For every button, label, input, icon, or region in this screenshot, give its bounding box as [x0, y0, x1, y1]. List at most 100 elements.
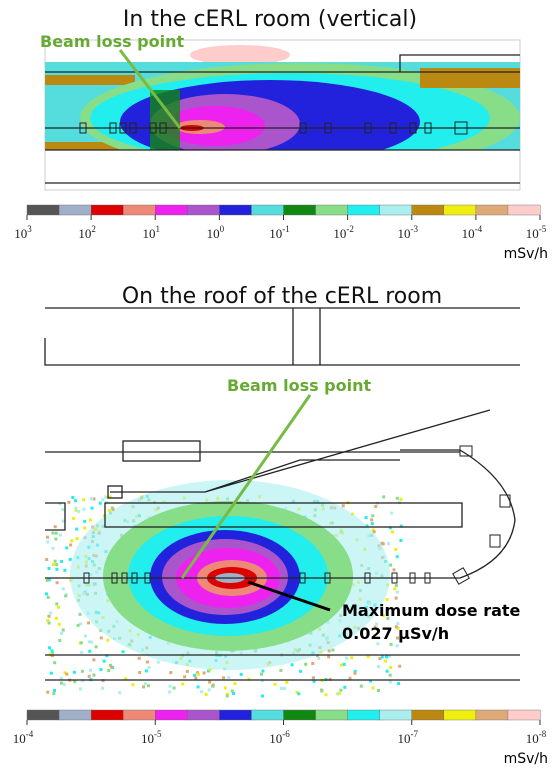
speckle — [69, 544, 72, 547]
speckle — [60, 682, 63, 685]
speckle — [77, 510, 80, 513]
speckle — [312, 676, 315, 679]
speckle — [89, 669, 92, 672]
speckle — [291, 663, 294, 666]
tick-label: 101 — [143, 224, 161, 241]
tick-exp: -5 — [154, 729, 162, 739]
speckle — [52, 563, 55, 566]
speckle — [283, 687, 286, 690]
tick-base: 10 — [13, 731, 26, 746]
speckle — [395, 597, 398, 600]
speckle — [95, 645, 98, 648]
figure: In the cERL room (vertical) Beam loss po… — [0, 0, 553, 770]
speckle — [186, 670, 189, 673]
tick-base: 10 — [526, 226, 539, 241]
tick-exp: 1 — [156, 224, 161, 234]
speckle — [54, 525, 57, 528]
speckle — [145, 669, 148, 672]
speckle — [45, 592, 48, 595]
colorbar-cell — [219, 205, 251, 215]
speckle — [138, 671, 141, 674]
speckle — [340, 664, 343, 667]
speckle — [74, 499, 77, 502]
speckle — [46, 536, 49, 539]
speckle — [80, 641, 83, 644]
speckle — [234, 682, 237, 685]
speckle — [327, 655, 330, 658]
speckle — [46, 691, 49, 694]
speckle — [122, 650, 125, 653]
speckle — [350, 656, 353, 659]
speckle — [142, 685, 145, 688]
speckle — [396, 497, 399, 500]
speckle — [226, 695, 229, 698]
speckle — [273, 683, 276, 686]
tick-label: 10-3 — [398, 224, 419, 241]
speckle — [101, 498, 104, 501]
speckle — [197, 685, 200, 688]
tick-exp: -6 — [282, 729, 290, 739]
speckle — [321, 690, 324, 693]
speckle — [371, 514, 374, 517]
colorbar-cell — [444, 710, 476, 720]
speckle — [60, 560, 63, 563]
colorbar-cell — [91, 205, 123, 215]
speckle — [83, 508, 86, 511]
colorbar-cell — [123, 710, 155, 720]
speckle — [131, 683, 134, 686]
tick-base: 10 — [269, 226, 282, 241]
speckle — [75, 507, 78, 510]
speckle — [391, 531, 394, 534]
tick-exp: 3 — [27, 224, 32, 234]
colorbar-cell — [444, 205, 476, 215]
speckle — [53, 689, 56, 692]
colorbar-cell — [348, 205, 380, 215]
speckle — [260, 673, 263, 676]
colorbar-cell — [380, 205, 412, 215]
speckle — [81, 670, 84, 673]
speckle — [65, 546, 68, 549]
speckle — [90, 497, 93, 500]
speckle — [389, 680, 392, 683]
speckle — [389, 674, 392, 677]
speckle — [63, 683, 66, 686]
speckle — [93, 674, 96, 677]
speckle — [54, 560, 57, 563]
speckle — [118, 691, 121, 694]
speckle — [394, 548, 397, 551]
speckle — [365, 516, 368, 519]
speckle — [338, 692, 341, 695]
speckle — [64, 594, 67, 597]
speckle — [224, 686, 227, 689]
speckle — [183, 675, 186, 678]
tick-exp: -2 — [346, 224, 354, 234]
speckle — [325, 693, 328, 696]
tick-base: 10 — [78, 226, 91, 241]
speckle — [345, 657, 348, 660]
speckle — [65, 673, 68, 676]
speckle — [80, 651, 83, 654]
speckle — [342, 504, 345, 507]
speckle — [317, 657, 320, 660]
colorbar-cell — [187, 205, 219, 215]
speckle — [55, 563, 58, 566]
speckle — [53, 661, 56, 664]
tick-base: 10 — [398, 226, 411, 241]
speckle — [399, 539, 402, 542]
speckle — [52, 692, 55, 695]
speckle — [57, 606, 60, 609]
speckle — [382, 495, 385, 498]
tick-base: 10 — [462, 226, 475, 241]
speckle — [390, 512, 393, 515]
colorbar-cell — [508, 205, 540, 215]
speckle — [51, 649, 54, 652]
tick-label: 103 — [14, 224, 32, 241]
speckle — [396, 644, 399, 647]
colorbar-cell — [316, 710, 348, 720]
colorbar-cell — [476, 710, 508, 720]
speckle — [386, 670, 389, 673]
speckle — [49, 612, 52, 615]
speckle — [168, 691, 171, 694]
speckle — [200, 690, 203, 693]
tick-base: 10 — [398, 731, 411, 746]
